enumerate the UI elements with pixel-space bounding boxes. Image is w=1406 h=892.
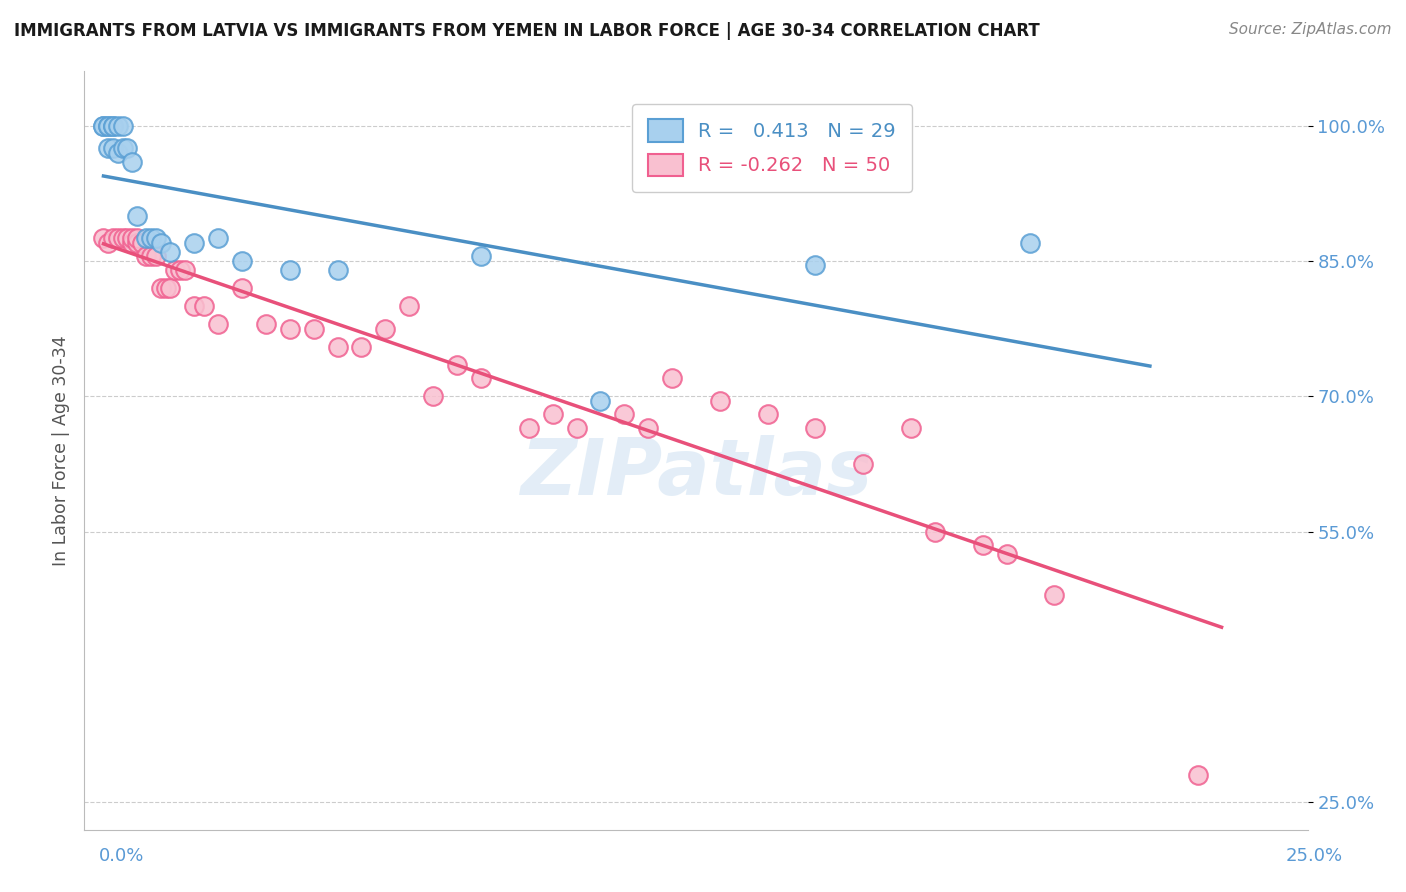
Point: [804, 259, 827, 273]
Point: [149, 235, 172, 250]
Y-axis label: In Labor Force | Age 30-34: In Labor Force | Age 30-34: [52, 335, 70, 566]
Point: [117, 231, 139, 245]
Point: [326, 340, 349, 354]
Point: [145, 249, 167, 263]
Point: [350, 340, 373, 354]
Point: [231, 281, 253, 295]
Point: [470, 371, 492, 385]
Point: [661, 371, 683, 385]
Point: [207, 231, 229, 245]
Point: [1043, 588, 1066, 602]
Point: [159, 281, 181, 295]
Point: [97, 235, 120, 250]
Point: [446, 358, 468, 372]
Point: [278, 263, 301, 277]
Point: [900, 421, 922, 435]
Point: [302, 321, 325, 335]
Text: 25.0%: 25.0%: [1285, 847, 1343, 865]
Point: [117, 141, 139, 155]
Point: [111, 231, 134, 245]
Point: [613, 408, 636, 422]
Point: [1187, 768, 1209, 782]
Point: [121, 231, 143, 245]
Point: [159, 244, 181, 259]
Point: [972, 538, 994, 552]
Point: [173, 263, 195, 277]
Point: [422, 389, 444, 403]
Point: [517, 421, 540, 435]
Point: [589, 393, 612, 408]
Point: [107, 231, 129, 245]
Legend: R =   0.413   N = 29, R = -0.262   N = 50: R = 0.413 N = 29, R = -0.262 N = 50: [633, 103, 911, 192]
Point: [193, 299, 215, 313]
Point: [135, 249, 157, 263]
Point: [93, 119, 115, 133]
Point: [207, 317, 229, 331]
Text: IMMIGRANTS FROM LATVIA VS IMMIGRANTS FROM YEMEN IN LABOR FORCE | AGE 30-34 CORRE: IMMIGRANTS FROM LATVIA VS IMMIGRANTS FRO…: [14, 22, 1040, 40]
Point: [169, 263, 191, 277]
Text: ZIPatlas: ZIPatlas: [520, 435, 872, 511]
Point: [125, 235, 148, 250]
Point: [131, 235, 153, 250]
Point: [125, 209, 148, 223]
Text: Source: ZipAtlas.com: Source: ZipAtlas.com: [1229, 22, 1392, 37]
Point: [326, 263, 349, 277]
Point: [97, 119, 120, 133]
Point: [97, 119, 120, 133]
Point: [231, 254, 253, 268]
Point: [995, 547, 1018, 561]
Point: [637, 421, 659, 435]
Point: [135, 231, 157, 245]
Point: [398, 299, 420, 313]
Point: [111, 119, 134, 133]
Point: [145, 231, 167, 245]
Point: [111, 141, 134, 155]
Point: [541, 408, 564, 422]
Point: [141, 231, 163, 245]
Point: [121, 235, 143, 250]
Point: [852, 457, 875, 471]
Text: 0.0%: 0.0%: [98, 847, 143, 865]
Point: [141, 249, 163, 263]
Point: [149, 281, 172, 295]
Point: [97, 141, 120, 155]
Point: [93, 231, 115, 245]
Point: [107, 119, 129, 133]
Point: [165, 263, 187, 277]
Point: [470, 249, 492, 263]
Point: [183, 299, 205, 313]
Point: [254, 317, 277, 331]
Point: [101, 119, 124, 133]
Point: [107, 145, 129, 160]
Point: [183, 235, 205, 250]
Point: [565, 421, 588, 435]
Point: [374, 321, 396, 335]
Point: [924, 524, 946, 539]
Point: [101, 231, 124, 245]
Point: [155, 281, 177, 295]
Point: [756, 408, 779, 422]
Point: [125, 231, 148, 245]
Point: [709, 393, 731, 408]
Point: [804, 421, 827, 435]
Point: [1019, 235, 1042, 250]
Point: [101, 141, 124, 155]
Point: [93, 119, 115, 133]
Point: [278, 321, 301, 335]
Point: [121, 154, 143, 169]
Point: [101, 119, 124, 133]
